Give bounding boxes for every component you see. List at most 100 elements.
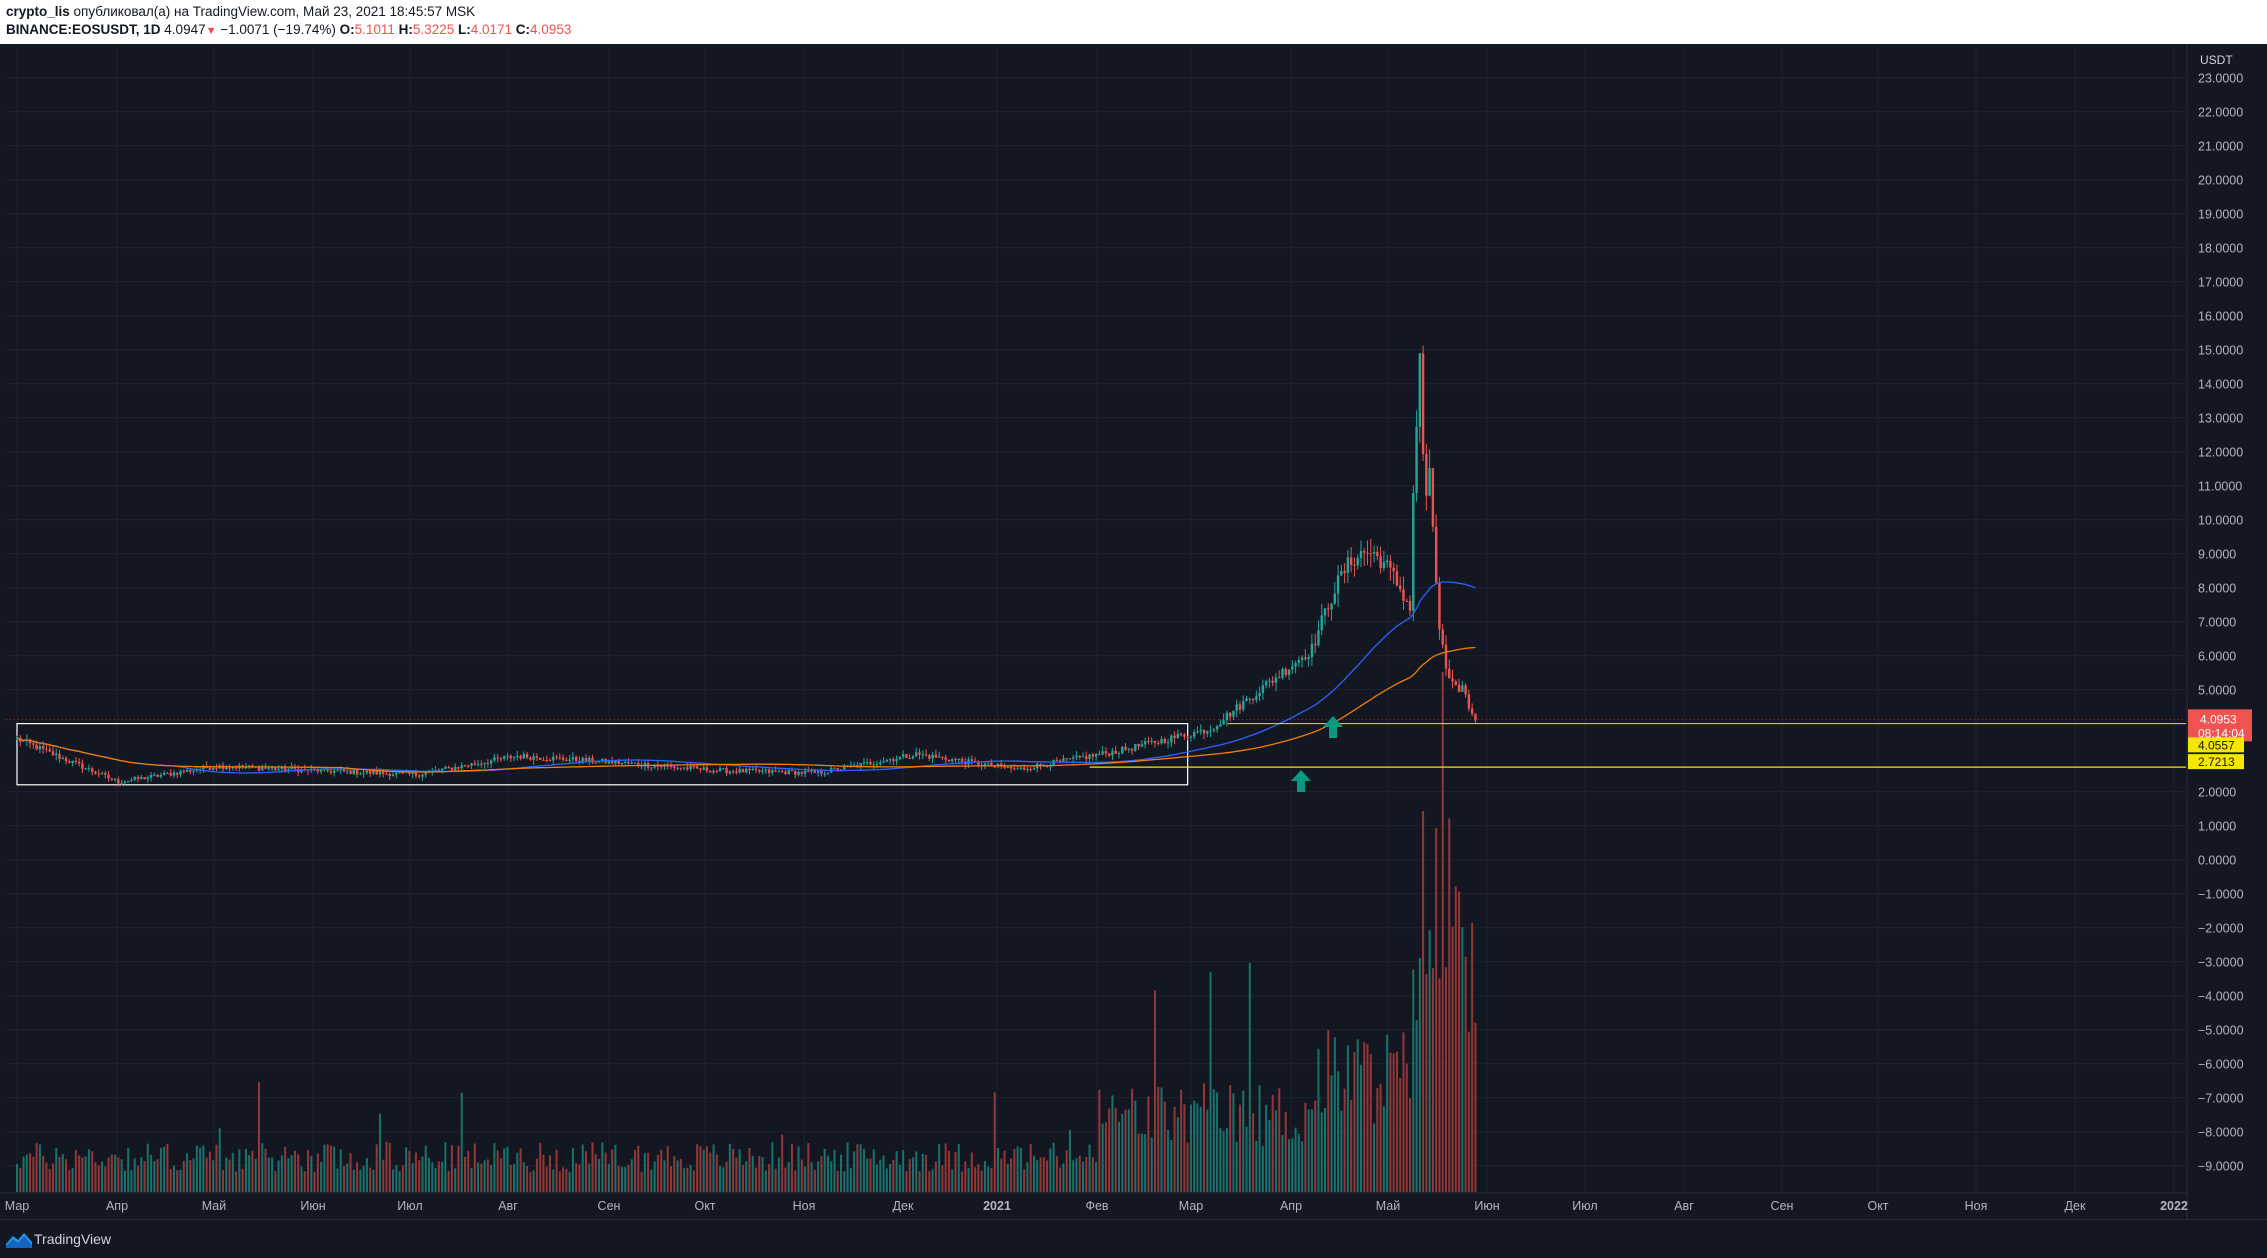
volume-bar <box>1330 1075 1333 1192</box>
price-tick-label: −2.0000 <box>2198 922 2244 936</box>
candle-body <box>1052 760 1055 766</box>
candle-body <box>931 754 934 759</box>
candle-body <box>947 759 951 762</box>
volume-bar <box>1402 1032 1405 1192</box>
candle-body <box>653 765 656 768</box>
volume-bar <box>915 1151 918 1192</box>
volume-bar <box>732 1148 735 1192</box>
candle-body <box>1160 738 1163 744</box>
candle-body <box>1085 756 1088 760</box>
candle-body <box>140 777 143 780</box>
volume-bar <box>313 1171 316 1192</box>
time-tick-label: Июн <box>1474 1199 1499 1213</box>
volume-bar <box>1212 1089 1215 1192</box>
volume-bar <box>804 1166 807 1192</box>
candle-body <box>764 769 768 771</box>
price-chart[interactable]: 23.0000 22.0000 21.0000 20.0000 19.0000 18.00… <box>0 44 2267 1219</box>
volume-bar <box>392 1169 395 1192</box>
candle-body <box>1304 657 1307 660</box>
candle-body <box>169 773 172 776</box>
candle-body <box>234 767 238 769</box>
candle-body <box>228 767 231 769</box>
volume-bar <box>787 1162 790 1192</box>
volume-bar <box>1193 1100 1196 1192</box>
candle-body <box>1075 755 1078 758</box>
candle-body <box>480 763 483 765</box>
volume-bar <box>728 1143 731 1192</box>
candle-body <box>1032 768 1036 770</box>
candle-body <box>751 768 754 771</box>
symbol-label[interactable]: BINANCE:EOSUSDT, 1D <box>6 22 161 37</box>
candle-body <box>1464 685 1467 695</box>
price-tick-label: −4.0000 <box>2198 990 2244 1004</box>
candle-body <box>1441 629 1444 645</box>
candle-body <box>1150 740 1153 742</box>
volume-bar <box>264 1148 267 1192</box>
volume-bar <box>1425 974 1428 1192</box>
candle-body <box>689 766 692 770</box>
volume-bar <box>1346 1045 1349 1192</box>
volume-bar <box>931 1169 934 1192</box>
candle-body <box>421 774 424 777</box>
candle-body <box>1055 760 1059 762</box>
candle-body <box>91 768 94 772</box>
volume-bar <box>1392 1053 1395 1192</box>
volume-bar <box>166 1143 169 1192</box>
volume-bar <box>120 1159 123 1192</box>
volume-bar <box>365 1158 368 1192</box>
candle-body <box>1428 468 1431 496</box>
volume-bar <box>1235 1141 1238 1192</box>
volume-bar <box>1369 1053 1372 1192</box>
volume-bar <box>699 1146 702 1192</box>
candle-body <box>1258 693 1261 697</box>
volume-bar <box>1157 1086 1160 1192</box>
candle-body <box>1196 731 1199 733</box>
candle-body <box>1425 453 1428 496</box>
volume-bar <box>1327 1029 1330 1192</box>
volume-bar <box>1153 990 1156 1192</box>
candle-body <box>1320 615 1323 631</box>
volume-bar <box>620 1166 623 1192</box>
volume-bar <box>715 1154 718 1192</box>
candle-body <box>738 768 741 773</box>
volume-bar <box>885 1168 888 1192</box>
volume-bar <box>552 1169 555 1192</box>
candle-body <box>532 756 535 760</box>
candle-body <box>509 755 512 759</box>
volume-bar <box>1029 1144 1032 1192</box>
volume-bar <box>826 1155 829 1192</box>
candle-body <box>1039 763 1042 766</box>
candle-body <box>892 759 895 762</box>
volume-bar <box>320 1161 323 1192</box>
candle-body <box>1412 493 1415 611</box>
candle-body <box>656 765 660 767</box>
candle-body <box>22 740 25 742</box>
author-name[interactable]: crypto_lis <box>6 4 70 19</box>
candle-body <box>107 774 110 779</box>
volume-bar <box>153 1161 156 1192</box>
candle-body <box>189 769 192 772</box>
tradingview-brand[interactable]: TradingView <box>34 1231 112 1247</box>
candle-body <box>617 760 620 764</box>
candle-body <box>391 774 395 777</box>
candle-body <box>1385 560 1389 563</box>
price-tick-label: 8.0000 <box>2198 582 2236 596</box>
volume-bar <box>349 1153 352 1192</box>
candle-body <box>954 759 957 761</box>
candle-body <box>970 759 974 761</box>
tradingview-logo-icon[interactable] <box>6 1230 32 1248</box>
candle-body <box>581 757 584 763</box>
volume-bar <box>725 1161 728 1192</box>
candle-body <box>1104 751 1108 754</box>
candle-body <box>136 777 140 780</box>
volume-bar <box>1451 926 1454 1192</box>
volume-bar <box>1268 1119 1271 1192</box>
chart-area[interactable]: 23.0000 22.0000 21.0000 20.0000 19.0000 18.00… <box>0 44 2267 1219</box>
volume-bar <box>192 1158 195 1192</box>
volume-bar <box>68 1170 71 1192</box>
candle-body <box>1049 765 1052 767</box>
candle-body <box>463 765 467 767</box>
candle-body <box>257 766 261 771</box>
candle-body <box>1022 767 1026 770</box>
candle-body <box>1359 550 1363 558</box>
